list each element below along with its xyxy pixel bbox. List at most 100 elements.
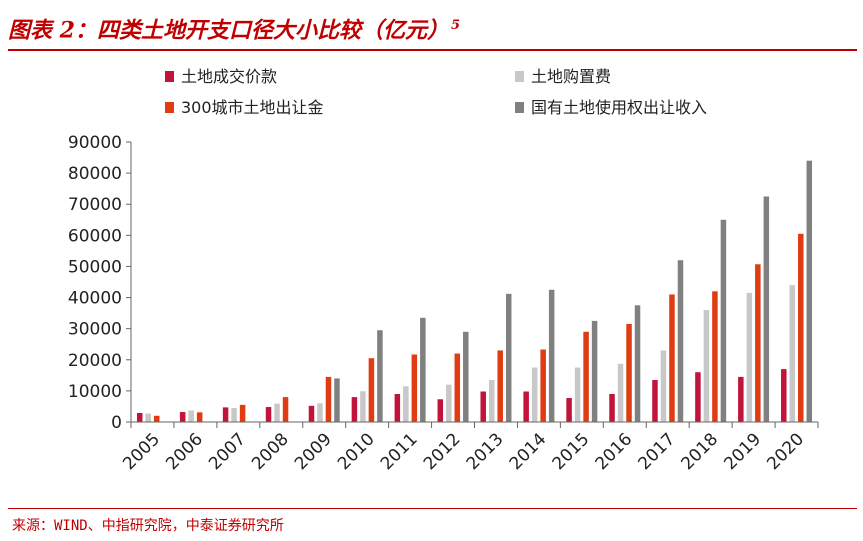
bar bbox=[196, 412, 203, 422]
x-tick-label: 2006 bbox=[162, 429, 207, 474]
bar bbox=[334, 378, 340, 422]
x-tick-label: 2005 bbox=[119, 429, 164, 474]
bar bbox=[669, 294, 675, 422]
bar bbox=[446, 384, 452, 422]
bar bbox=[368, 358, 375, 422]
bar bbox=[188, 410, 194, 422]
x-tick-label: 2020 bbox=[763, 429, 808, 474]
bar bbox=[505, 293, 512, 422]
x-tick-label: 2012 bbox=[420, 429, 465, 474]
bar bbox=[798, 233, 804, 422]
x-tick-label: 2007 bbox=[205, 429, 250, 474]
bar bbox=[454, 353, 461, 422]
bar bbox=[480, 391, 486, 422]
legend-label: 土地成交价款 bbox=[181, 67, 277, 86]
legend-label: 300城市土地出让金 bbox=[181, 98, 324, 117]
x-tick-label: 2013 bbox=[463, 429, 508, 474]
y-tick-label: 40000 bbox=[68, 289, 122, 309]
x-tick-label: 2011 bbox=[377, 429, 422, 474]
bar bbox=[153, 415, 160, 422]
legend-label: 土地购置费 bbox=[531, 67, 611, 86]
x-tick-label: 2010 bbox=[334, 429, 379, 474]
legend-label: 国有土地使用权出让收入 bbox=[531, 98, 707, 117]
bar bbox=[738, 376, 744, 422]
y-tick-label: 0 bbox=[111, 413, 122, 433]
bar bbox=[781, 369, 787, 422]
legend: 土地成交价款 土地购置费 300城市土地出让金 国有土地使用权出让收入 bbox=[165, 67, 707, 117]
title-rule bbox=[8, 49, 857, 51]
bar bbox=[282, 397, 289, 422]
bar bbox=[403, 386, 409, 422]
legend-swatch bbox=[515, 102, 524, 113]
bar bbox=[789, 285, 796, 422]
bar bbox=[222, 407, 229, 422]
bar bbox=[531, 367, 538, 422]
x-tick-label: 2008 bbox=[248, 429, 293, 474]
x-tick-label: 2018 bbox=[677, 429, 722, 474]
bar bbox=[463, 331, 469, 422]
bar bbox=[420, 317, 426, 422]
source-note: 来源：WIND、中指研究院，中泰证券研究所 bbox=[12, 518, 284, 534]
y-tick-label: 80000 bbox=[68, 164, 122, 184]
x-tick-label: 2015 bbox=[549, 429, 594, 474]
bar bbox=[265, 407, 272, 422]
legend-swatch bbox=[515, 71, 524, 82]
bar bbox=[437, 399, 444, 422]
bar bbox=[360, 391, 366, 422]
bar bbox=[566, 398, 572, 422]
bar bbox=[231, 408, 237, 422]
bar bbox=[583, 331, 589, 422]
x-tick-label: 2017 bbox=[635, 429, 680, 474]
bar bbox=[626, 324, 632, 422]
x-axis: 2005200620072008200920102011201220132014… bbox=[119, 421, 819, 474]
bar bbox=[497, 350, 503, 422]
bar bbox=[695, 372, 701, 422]
source-rule bbox=[8, 508, 857, 509]
bar bbox=[755, 264, 761, 422]
y-axis: 0 10000 20000 30000 40000 50000 60000 70000 8000… bbox=[68, 133, 132, 433]
y-tick-label: 30000 bbox=[68, 320, 122, 340]
bar bbox=[325, 376, 332, 422]
bar bbox=[660, 350, 667, 422]
bar bbox=[746, 292, 753, 422]
bar bbox=[634, 305, 641, 422]
legend-swatch bbox=[165, 71, 174, 82]
bar bbox=[712, 291, 718, 422]
bar bbox=[145, 413, 151, 422]
bar bbox=[377, 330, 383, 422]
bar bbox=[806, 160, 813, 423]
bar bbox=[703, 310, 710, 422]
bar bbox=[548, 289, 555, 422]
bar bbox=[274, 403, 280, 422]
bar bbox=[411, 354, 418, 422]
bar bbox=[574, 367, 581, 422]
bar bbox=[763, 196, 770, 422]
bar bbox=[351, 397, 358, 422]
bar bbox=[652, 380, 658, 422]
y-tick-label: 90000 bbox=[68, 133, 122, 153]
bar bbox=[317, 403, 323, 422]
bar bbox=[488, 380, 495, 422]
legend-swatch bbox=[165, 102, 174, 113]
y-tick-label: 70000 bbox=[68, 195, 122, 215]
bar bbox=[136, 412, 143, 422]
figure-title: 图表 2：四类土地开支口径大小比较（亿元） 5 bbox=[8, 17, 461, 44]
x-tick-label: 2016 bbox=[592, 429, 637, 474]
bar bbox=[540, 349, 546, 422]
title-footnote: 5 bbox=[450, 18, 461, 33]
bar bbox=[308, 405, 315, 422]
x-tick-label: 2009 bbox=[291, 429, 336, 474]
y-tick-label: 60000 bbox=[68, 226, 122, 246]
y-tick-label: 50000 bbox=[68, 257, 122, 277]
bar bbox=[617, 363, 624, 422]
y-tick-label: 20000 bbox=[68, 351, 122, 371]
y-tick-label: 10000 bbox=[68, 382, 122, 402]
bar bbox=[591, 320, 598, 422]
bar bbox=[523, 391, 529, 422]
x-tick-label: 2014 bbox=[506, 429, 551, 474]
bar bbox=[394, 394, 401, 422]
x-tick-label: 2019 bbox=[720, 429, 765, 474]
bar bbox=[239, 404, 246, 422]
bar bbox=[677, 260, 684, 422]
